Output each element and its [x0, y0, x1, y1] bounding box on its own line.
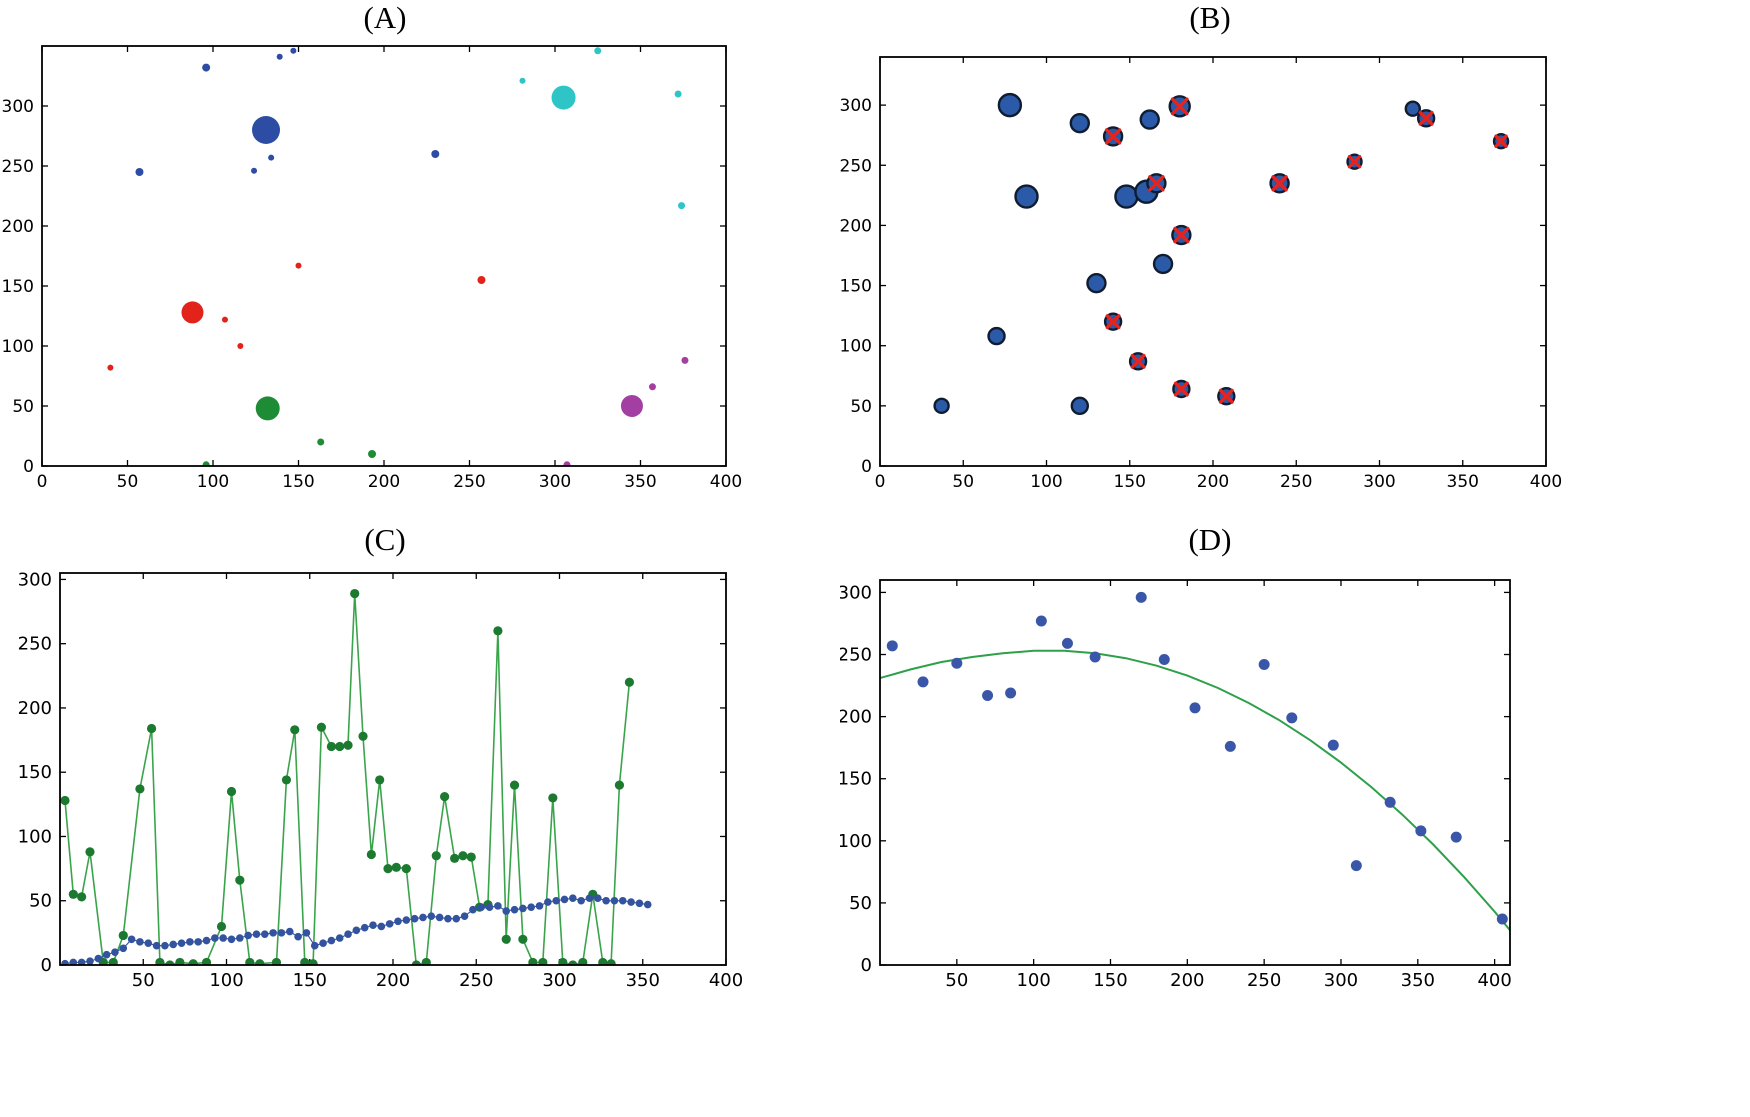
svg-text:350: 350	[624, 472, 656, 492]
svg-text:100: 100	[840, 337, 872, 357]
svg-text:100: 100	[1016, 970, 1050, 991]
svg-text:100: 100	[1030, 472, 1062, 492]
svg-text:300: 300	[840, 582, 872, 603]
svg-text:400: 400	[1530, 472, 1562, 492]
panel-a-title: (A)	[363, 0, 407, 35]
panel-d-fit-chart: 50 100 150 200 250 300 350 400 0 50 100 150 200 250 30…	[840, 579, 1512, 991]
svg-text:150: 150	[18, 762, 52, 783]
svg-text:200: 200	[368, 472, 400, 492]
svg-text:250: 250	[840, 156, 872, 176]
svg-text:350: 350	[626, 970, 660, 991]
svg-text:200: 200	[376, 970, 410, 991]
svg-text:400: 400	[709, 970, 743, 991]
svg-text:150: 150	[840, 769, 872, 790]
panel-b-crossed-scatter-chart: 0 50 100 150 200 250 300 350 400 0 50 100 150 200 250 3…	[840, 56, 1562, 492]
panel-b-title: (B)	[1189, 0, 1231, 35]
svg-text:100: 100	[209, 970, 243, 991]
svg-text:300: 300	[1324, 970, 1358, 991]
svg-text:150: 150	[1093, 970, 1127, 991]
panel-c-title: (C)	[364, 522, 406, 557]
svg-text:50: 50	[132, 970, 155, 991]
svg-text:200: 200	[1170, 970, 1204, 991]
svg-text:200: 200	[840, 216, 872, 236]
svg-text:50: 50	[29, 891, 52, 912]
svg-text:400: 400	[710, 472, 742, 492]
panel-d-title: (D)	[1188, 522, 1232, 557]
svg-text:50: 50	[12, 397, 34, 417]
svg-text:250: 250	[2, 157, 34, 177]
svg-text:350: 350	[1401, 970, 1435, 991]
svg-text:100: 100	[18, 826, 52, 847]
svg-text:250: 250	[459, 970, 493, 991]
svg-text:300: 300	[840, 96, 872, 116]
svg-text:250: 250	[18, 634, 52, 655]
svg-text:150: 150	[282, 472, 314, 492]
svg-text:300: 300	[1363, 472, 1395, 492]
svg-text:100: 100	[840, 831, 872, 852]
svg-text:100: 100	[2, 337, 34, 357]
svg-text:50: 50	[952, 472, 974, 492]
svg-text:0: 0	[41, 955, 52, 976]
svg-text:50: 50	[849, 893, 872, 914]
svg-text:350: 350	[1447, 472, 1479, 492]
panel-c-line-chart: 50 100 150 200 250 300 350 400 0 50 100 150 200 250 30…	[18, 569, 744, 991]
svg-text:50: 50	[945, 970, 968, 991]
svg-text:300: 300	[539, 472, 571, 492]
svg-text:300: 300	[2, 97, 34, 117]
svg-text:0: 0	[861, 955, 872, 976]
svg-text:0: 0	[875, 472, 886, 492]
svg-text:0: 0	[23, 457, 34, 477]
svg-text:150: 150	[840, 277, 872, 297]
svg-text:100: 100	[197, 472, 229, 492]
svg-text:150: 150	[1114, 472, 1146, 492]
svg-text:200: 200	[18, 698, 52, 719]
svg-text:0: 0	[861, 457, 872, 477]
svg-text:250: 250	[453, 472, 485, 492]
svg-text:250: 250	[840, 645, 872, 666]
svg-text:50: 50	[850, 397, 872, 417]
panel-a-bubble-scatter-chart: 0 50 100 150 200 250 300 350 400 0 50 100 150 200 250 3…	[2, 45, 742, 492]
svg-text:0: 0	[37, 472, 48, 492]
svg-text:150: 150	[2, 277, 34, 297]
svg-text:200: 200	[840, 707, 872, 728]
svg-text:200: 200	[2, 217, 34, 237]
svg-text:300: 300	[18, 569, 52, 590]
svg-text:150: 150	[293, 970, 327, 991]
svg-text:250: 250	[1247, 970, 1281, 991]
svg-text:300: 300	[542, 970, 576, 991]
svg-text:50: 50	[117, 472, 139, 492]
svg-text:250: 250	[1280, 472, 1312, 492]
svg-text:400: 400	[1477, 970, 1511, 991]
svg-text:200: 200	[1197, 472, 1229, 492]
